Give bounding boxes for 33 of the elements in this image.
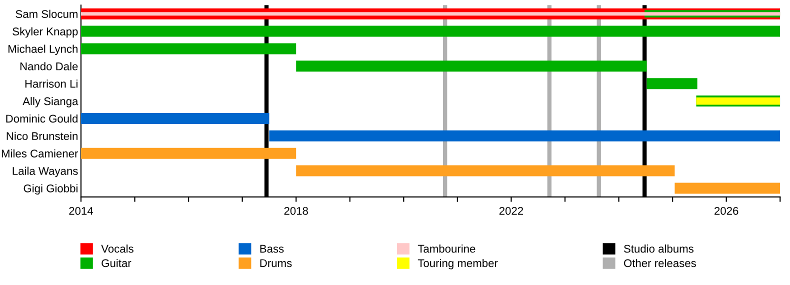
x-tick-label: 2018 xyxy=(284,206,308,215)
legend-label: Studio albums xyxy=(624,244,694,253)
bar xyxy=(80,148,296,159)
y-tick-label: Sam Slocum xyxy=(16,10,78,18)
x-tick-label: 2014 xyxy=(69,206,94,215)
legend-label: Guitar xyxy=(102,258,132,268)
bar xyxy=(80,43,296,54)
bar xyxy=(80,26,780,37)
bar xyxy=(80,112,270,124)
legend-label: Bass xyxy=(260,244,284,253)
bar xyxy=(296,60,647,72)
bar xyxy=(674,182,780,194)
y-tick-label: Nico Brunstein xyxy=(6,132,78,140)
y-tick-label: Ally Sianga xyxy=(22,97,78,108)
bar xyxy=(296,165,675,176)
y-tick-label: Miles Camiener xyxy=(2,149,78,158)
x-tick-label: 2026 xyxy=(714,206,738,215)
bar xyxy=(80,12,780,16)
y-tick-label: Laila Wayans xyxy=(12,166,78,178)
bar xyxy=(646,78,698,90)
y-tick-label: Michael Lynch xyxy=(8,44,78,56)
legend-label: Drums xyxy=(260,259,292,268)
x-tick-label: 2022 xyxy=(499,206,524,215)
bar xyxy=(269,130,780,142)
y-tick-label: Gigi Giobbi xyxy=(24,184,78,195)
y-tick-label: Dominic Gould xyxy=(6,114,78,123)
legend-label: Other releases xyxy=(624,258,696,268)
legend-label: Tambourine xyxy=(418,244,476,253)
y-tick-label: Harrison Li xyxy=(25,80,78,88)
legend-label: Vocals xyxy=(101,244,134,253)
y-tick-label: Nando Dale xyxy=(20,62,78,70)
y-tick-label: Skyler Knapp xyxy=(12,27,78,38)
legend-label: Touring member xyxy=(418,258,498,270)
